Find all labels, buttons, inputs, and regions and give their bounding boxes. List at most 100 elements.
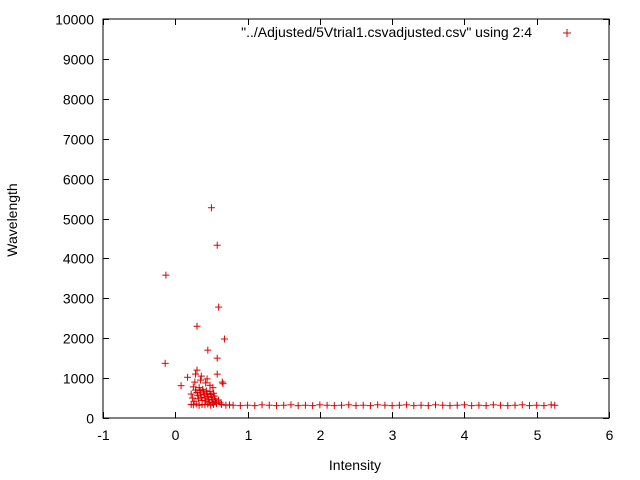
data-point (294, 402, 302, 410)
y-tick-label: 7000 (63, 132, 94, 148)
data-point (417, 401, 425, 409)
data-point (193, 322, 201, 330)
data-point (330, 402, 338, 410)
data-point (204, 346, 212, 354)
data-point (191, 378, 199, 386)
data-point (453, 401, 461, 409)
data-point (197, 372, 205, 380)
data-point (287, 401, 295, 409)
data-point (366, 402, 374, 410)
x-tick-label: -1 (97, 427, 110, 443)
x-tick-label: 3 (389, 427, 397, 443)
y-tick-label: 4000 (63, 251, 94, 267)
data-point (280, 401, 288, 409)
data-point (540, 402, 548, 410)
legend: "../Adjusted/5Vtrial1.csvadjusted.csv" u… (241, 24, 571, 40)
data-point (213, 354, 221, 362)
data-point (202, 379, 210, 387)
y-tick-label: 5000 (63, 212, 94, 228)
data-point (200, 391, 208, 399)
x-tick-label: 2 (317, 427, 325, 443)
data-point (482, 402, 490, 410)
data-point (209, 384, 217, 392)
data-point (518, 401, 526, 409)
data-point (265, 401, 273, 409)
y-tick-label: 0 (86, 411, 94, 427)
data-point (272, 402, 280, 410)
data-point (301, 401, 309, 409)
x-tick-label: 4 (461, 427, 469, 443)
data-point (551, 401, 559, 409)
legend-label: "../Adjusted/5Vtrial1.csvadjusted.csv" u… (241, 24, 532, 40)
y-axis-label: Wavelength (4, 183, 20, 256)
data-point (381, 401, 389, 409)
data-point (446, 402, 454, 410)
data-point (218, 378, 226, 386)
plot-border (102, 18, 610, 419)
y-tick-label: 8000 (63, 92, 94, 108)
y-tick-label: 9000 (63, 52, 94, 68)
data-point (177, 382, 185, 390)
y-tick-label: 2000 (63, 331, 94, 347)
data-point (439, 401, 447, 409)
data-point (468, 402, 476, 410)
data-point (309, 402, 317, 410)
data-point (229, 401, 237, 409)
data-point (161, 359, 169, 367)
data-point (432, 401, 440, 409)
data-point (258, 401, 266, 409)
data-point (352, 402, 360, 410)
data-point (388, 402, 396, 410)
y-tick-label: 6000 (63, 172, 94, 188)
data-point (410, 402, 418, 410)
data-point (197, 376, 205, 384)
x-tick-label: 0 (172, 427, 180, 443)
plot-frame (102, 18, 610, 419)
data-point (525, 402, 533, 410)
data-point (460, 401, 468, 409)
data-point (395, 401, 403, 409)
data-point (194, 395, 202, 403)
data-point (533, 401, 541, 409)
data-point (374, 401, 382, 409)
data-point (193, 366, 201, 374)
data-point (162, 271, 170, 279)
y-tick-label: 10000 (55, 12, 94, 28)
data-point (216, 399, 224, 407)
data-point (203, 375, 211, 383)
legend-marker (563, 29, 571, 37)
data-point (236, 402, 244, 410)
x-tick-label: 5 (534, 427, 542, 443)
x-tick-label: 1 (245, 427, 253, 443)
data-point (207, 401, 215, 409)
data-point (189, 394, 197, 402)
data-point (497, 401, 505, 409)
data-point (215, 303, 223, 311)
data-point (489, 401, 497, 409)
data-point (210, 400, 218, 408)
data-points (161, 204, 559, 410)
data-point (213, 241, 221, 249)
data-point (184, 373, 192, 381)
data-point (504, 402, 512, 410)
data-point (187, 390, 195, 398)
y-tick-label: 1000 (63, 371, 94, 387)
data-point (424, 402, 432, 410)
data-point (194, 392, 202, 400)
data-point (403, 401, 411, 409)
x-axis-ticks: -1 0 1 2 3 4 5 6 (97, 19, 614, 443)
data-point (207, 204, 215, 212)
data-point (475, 401, 483, 409)
data-point (219, 380, 227, 388)
data-point (196, 386, 204, 394)
data-point (345, 401, 353, 409)
data-point (511, 401, 519, 409)
data-point (316, 401, 324, 409)
data-point (338, 401, 346, 409)
data-point (251, 402, 259, 410)
y-tick-label: 3000 (63, 291, 94, 307)
data-point (359, 401, 367, 409)
data-point (192, 370, 200, 378)
x-axis-label: Intensity (329, 457, 381, 473)
